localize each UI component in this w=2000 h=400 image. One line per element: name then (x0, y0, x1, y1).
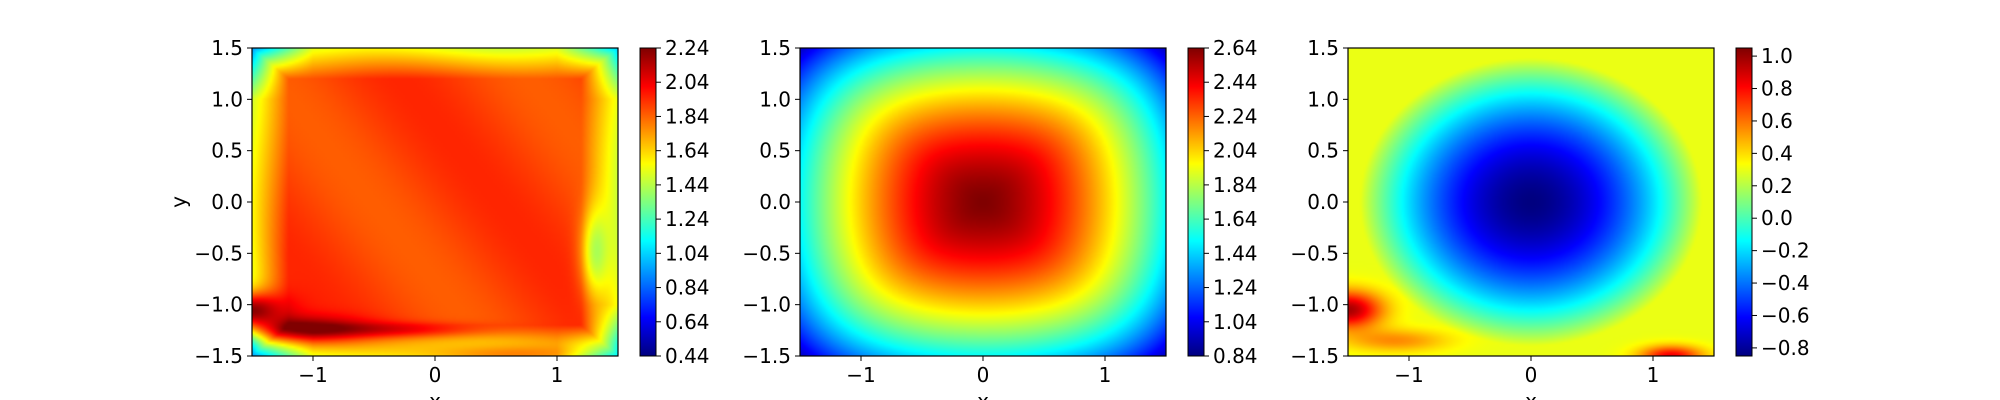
colorbar-tick-label: 2.64 (1213, 36, 1258, 60)
colorbar-frame-1 (639, 47, 657, 357)
colorbar-frame-3 (1735, 47, 1753, 357)
y-tick-label: 0.5 (211, 139, 243, 163)
colorbar-1 (640, 48, 656, 356)
panel-2: −1 0 1 −1.5 −1.0 −0.5 0.0 0.5 1.0 1.5 x 0.84 1.04… (742, 36, 1257, 400)
colorbar-tick-label: 1.04 (665, 241, 710, 265)
y-tick-label: −1.0 (1290, 293, 1339, 317)
y-tick-label: −1.5 (1290, 344, 1339, 368)
heatmap-2 (800, 48, 1166, 356)
y-tick-label: 0.5 (759, 139, 791, 163)
x-tick-label: 0 (1525, 363, 1538, 387)
y-tick-label: 0.0 (759, 190, 791, 214)
y-tick-label: 1.0 (759, 87, 791, 111)
colorbar-tick-label: 1.84 (1213, 173, 1258, 197)
colorbar-tick-label: 2.44 (1213, 70, 1258, 94)
colorbar-tick-label: 0.84 (1213, 344, 1258, 368)
x-axis-ticks-2: −1 0 1 (846, 356, 1111, 387)
x-tick-label: 1 (551, 363, 564, 387)
colorbar-tick-label: 1.64 (1213, 207, 1258, 231)
x-axis-ticks-3: −1 0 1 (1394, 356, 1659, 387)
y-tick-label: −1.5 (742, 344, 791, 368)
y-axis-ticks-3: −1.5 −1.0 −0.5 0.0 0.5 1.0 1.5 (1290, 36, 1348, 368)
y-tick-label: 1.5 (759, 36, 791, 60)
x-tick-label: 0 (977, 363, 990, 387)
x-axis-label-3: x (1525, 389, 1537, 400)
colorbar-tick-label: 1.84 (665, 104, 710, 128)
y-tick-label: −0.5 (194, 241, 243, 265)
heatmap-3 (1348, 48, 1714, 356)
x-tick-label: 1 (1099, 363, 1112, 387)
colorbar-tick-label: 0.4 (1761, 141, 1793, 165)
colorbar-tick-label: 1.44 (665, 173, 710, 197)
x-tick-label: 1 (1647, 363, 1660, 387)
colorbar-ticks-1: 0.44 0.64 0.84 1.04 1.24 1.44 1.64 1.84 2.04 2.24 (656, 36, 710, 368)
colorbar-tick-label: 0.44 (665, 344, 710, 368)
colorbar-tick-label: 0.8 (1761, 77, 1793, 101)
x-tick-label: −1 (298, 363, 327, 387)
colorbar-tick-label: 0.6 (1761, 109, 1793, 133)
heatmap-1 (252, 48, 618, 356)
colorbar-tick-label: 0.64 (665, 310, 710, 334)
x-axis-label-2: x (977, 389, 989, 400)
colorbar-frame-2 (1187, 47, 1205, 357)
y-tick-label: 0.5 (1307, 139, 1339, 163)
y-tick-label: 0.0 (211, 190, 243, 214)
colorbar-3 (1736, 48, 1752, 356)
y-tick-label: −0.5 (1290, 241, 1339, 265)
colorbar-2 (1188, 48, 1204, 356)
y-tick-label: 1.0 (1307, 87, 1339, 111)
y-tick-label: 1.5 (211, 36, 243, 60)
y-axis-label-1: y (167, 196, 191, 208)
x-tick-label: 0 (429, 363, 442, 387)
colorbar-tick-label: 1.04 (1213, 310, 1258, 334)
panel-3: −1 0 1 −1.5 −1.0 −0.5 0.0 0.5 1.0 1.5 x −0.8 −0.6… (1290, 36, 1809, 400)
colorbar-tick-label: 0.2 (1761, 174, 1793, 198)
colorbar-tick-label: 1.64 (665, 139, 710, 163)
colorbar-tick-label: −0.8 (1761, 336, 1810, 360)
y-tick-label: −1.5 (194, 344, 243, 368)
x-axis-ticks-1: −1 0 1 (298, 356, 563, 387)
colorbar-tick-label: 1.24 (1213, 276, 1258, 300)
y-tick-label: −1.0 (742, 293, 791, 317)
y-tick-label: 1.5 (1307, 36, 1339, 60)
y-tick-label: −1.0 (194, 293, 243, 317)
colorbar-tick-label: 1.44 (1213, 241, 1258, 265)
y-axis-ticks-2: −1.5 −1.0 −0.5 0.0 0.5 1.0 1.5 (742, 36, 800, 368)
colorbar-tick-label: 1.0 (1761, 44, 1793, 68)
y-axis-ticks-1: −1.5 −1.0 −0.5 0.0 0.5 1.0 1.5 (194, 36, 252, 368)
colorbar-tick-label: 2.24 (665, 36, 710, 60)
y-tick-label: −0.5 (742, 241, 791, 265)
colorbar-tick-label: 0.0 (1761, 206, 1793, 230)
colorbar-tick-label: −0.6 (1761, 303, 1810, 327)
panel-1: −101 −1.5−1.0−0.50.00.51.01.5 y x 0.440.… (167, 36, 710, 400)
colorbar-ticks-3: −0.8 −0.6 −0.4 −0.2 0.0 0.2 0.4 0.6 0.8 1.0 (1752, 44, 1810, 360)
y-tick-label: 0.0 (1307, 190, 1339, 214)
x-tick-label: −1 (1394, 363, 1423, 387)
colorbar-tick-label: 0.84 (665, 276, 710, 300)
colorbar-tick-label: 2.24 (1213, 104, 1258, 128)
colorbar-tick-label: 2.04 (665, 70, 710, 94)
x-tick-label: −1 (846, 363, 875, 387)
x-axis-label-1: x (429, 389, 441, 400)
colorbar-tick-label: −0.2 (1761, 239, 1810, 263)
y-tick-label: 1.0 (211, 87, 243, 111)
colorbar-tick-label: −0.4 (1761, 271, 1810, 295)
colorbar-ticks-2: 0.84 1.04 1.24 1.44 1.64 1.84 2.04 2.24 2.44 2.64 (1204, 36, 1258, 368)
colorbar-tick-label: 1.24 (665, 207, 710, 231)
colorbar-tick-label: 2.04 (1213, 139, 1258, 163)
